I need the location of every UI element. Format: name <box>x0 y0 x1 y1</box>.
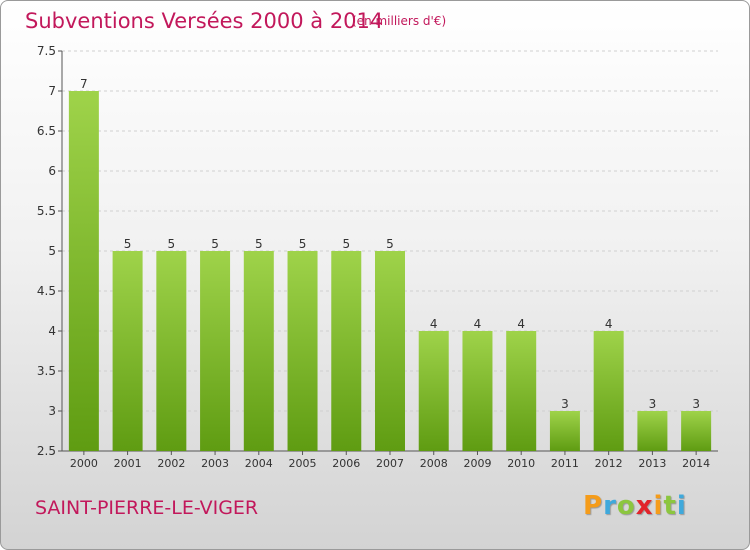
logo-letter: i <box>676 491 687 521</box>
y-tick-label: 5 <box>48 244 56 258</box>
bar <box>462 331 493 451</box>
bar <box>375 251 405 451</box>
x-tick-label: 2009 <box>463 457 491 470</box>
data-label: 4 <box>605 317 613 331</box>
x-tick-label: 2005 <box>289 457 317 470</box>
y-tick-label: 2.5 <box>37 444 56 458</box>
x-tick-label: 2002 <box>157 457 185 470</box>
y-tick-label: 4.5 <box>37 284 56 298</box>
bar <box>418 331 449 451</box>
data-label: 4 <box>474 317 482 331</box>
bar <box>331 251 362 451</box>
x-tick-label: 2014 <box>682 457 710 470</box>
commune-name: SAINT-PIERRE-LE-VIGER <box>35 497 259 519</box>
data-label: 5 <box>255 237 263 251</box>
logo-letter: x <box>635 491 654 521</box>
x-tick-label: 2000 <box>70 457 98 470</box>
chart-subtitle: (en milliers d'€) <box>352 14 447 28</box>
y-tick-label: 6 <box>48 164 56 178</box>
data-label: 3 <box>561 397 569 411</box>
data-label: 4 <box>430 317 438 331</box>
bar <box>593 331 624 451</box>
bar <box>200 251 231 451</box>
bar <box>112 251 143 451</box>
bar <box>637 411 668 451</box>
bar <box>68 91 99 451</box>
x-tick-label: 2007 <box>376 457 404 470</box>
data-label: 7 <box>80 77 88 91</box>
logo-letter: r <box>603 491 617 521</box>
chart-title: Subventions Versées 2000 à 2014 <box>25 9 384 33</box>
data-label: 4 <box>517 317 525 331</box>
y-tick-label: 5.5 <box>37 204 56 218</box>
data-label: 5 <box>124 237 132 251</box>
proxiti-logo[interactable]: Proxiti <box>583 491 687 521</box>
labels: 2.5 3 3.5 4 4.5 5 5.5 6 6.5 7 7.5 7 2000 5 2001 5 2002 5 2… <box>37 44 710 470</box>
data-label: 5 <box>342 237 350 251</box>
y-tick-label: 7 <box>48 84 56 98</box>
bar <box>287 251 318 451</box>
x-tick-label: 2012 <box>595 457 623 470</box>
bar <box>156 251 187 451</box>
y-tick-label: 4 <box>48 324 56 338</box>
x-tick-label: 2003 <box>201 457 229 470</box>
data-label: 5 <box>299 237 307 251</box>
logo-letter: o <box>616 491 636 521</box>
y-tick-label: 3 <box>48 404 56 418</box>
x-tick-label: 2001 <box>114 457 142 470</box>
bar <box>243 251 274 451</box>
data-label: 5 <box>168 237 176 251</box>
bar <box>681 411 712 451</box>
bar <box>549 411 580 451</box>
y-tick-label: 7.5 <box>37 44 56 58</box>
bars <box>68 91 712 451</box>
logo-letter: i <box>653 491 664 521</box>
x-tick-label: 2013 <box>638 457 666 470</box>
x-tick-label: 2011 <box>551 457 579 470</box>
logo-letter: t <box>663 491 677 521</box>
data-label: 3 <box>692 397 700 411</box>
x-tick-label: 2010 <box>507 457 535 470</box>
y-tick-label: 6.5 <box>37 124 56 138</box>
bar <box>506 331 537 451</box>
data-label: 5 <box>386 237 394 251</box>
data-label: 5 <box>211 237 219 251</box>
x-tick-label: 2006 <box>332 457 360 470</box>
x-tick-label: 2004 <box>245 457 273 470</box>
logo-letter: P <box>583 491 604 521</box>
x-tick-label: 2008 <box>420 457 448 470</box>
y-tick-label: 3.5 <box>37 364 56 378</box>
data-label: 3 <box>649 397 657 411</box>
